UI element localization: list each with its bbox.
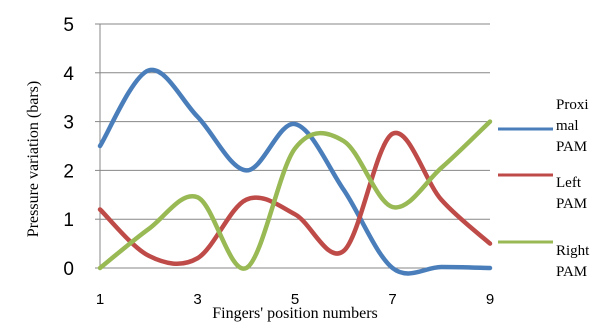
grid-lines: [100, 23, 490, 220]
legend-label-3: PAM: [556, 264, 587, 280]
legend-label-3: Right: [556, 243, 590, 259]
x-tick-label: 7: [388, 291, 396, 308]
y-tick-label: 5: [63, 15, 74, 36]
y-tick-label: 1: [63, 210, 74, 231]
y-tick-label: 2: [63, 161, 74, 182]
legend-label-1: Proxi: [556, 97, 589, 113]
x-tick-label: 3: [193, 291, 201, 308]
tick-labels: 0 1 2 3 4 5 1 3 5 7 9: [63, 15, 494, 308]
axes: [95, 23, 490, 269]
legend-label-2: PAM: [556, 196, 587, 212]
legend-label-2: Left: [556, 175, 582, 191]
y-tick-label: 3: [63, 113, 74, 134]
y-tick-label: 4: [63, 64, 74, 85]
x-tick-label: 9: [486, 291, 494, 308]
series-line-1: [97, 67, 493, 276]
legend: Proxi mal PAM Left PAM Right PAM: [498, 97, 590, 280]
x-tick-label: 1: [96, 291, 104, 308]
x-axis-label: Fingers' position numbers: [212, 305, 378, 322]
y-axis-label: Pressure variation (bars): [25, 81, 42, 237]
series-line-3: [97, 119, 493, 271]
legend-label-1: PAM: [556, 139, 587, 155]
series-lines: [97, 67, 493, 276]
x-tick-label: 5: [291, 291, 299, 308]
series-line-2: [97, 130, 493, 266]
legend-label-1: mal: [556, 118, 579, 134]
y-tick-label: 0: [63, 259, 74, 280]
